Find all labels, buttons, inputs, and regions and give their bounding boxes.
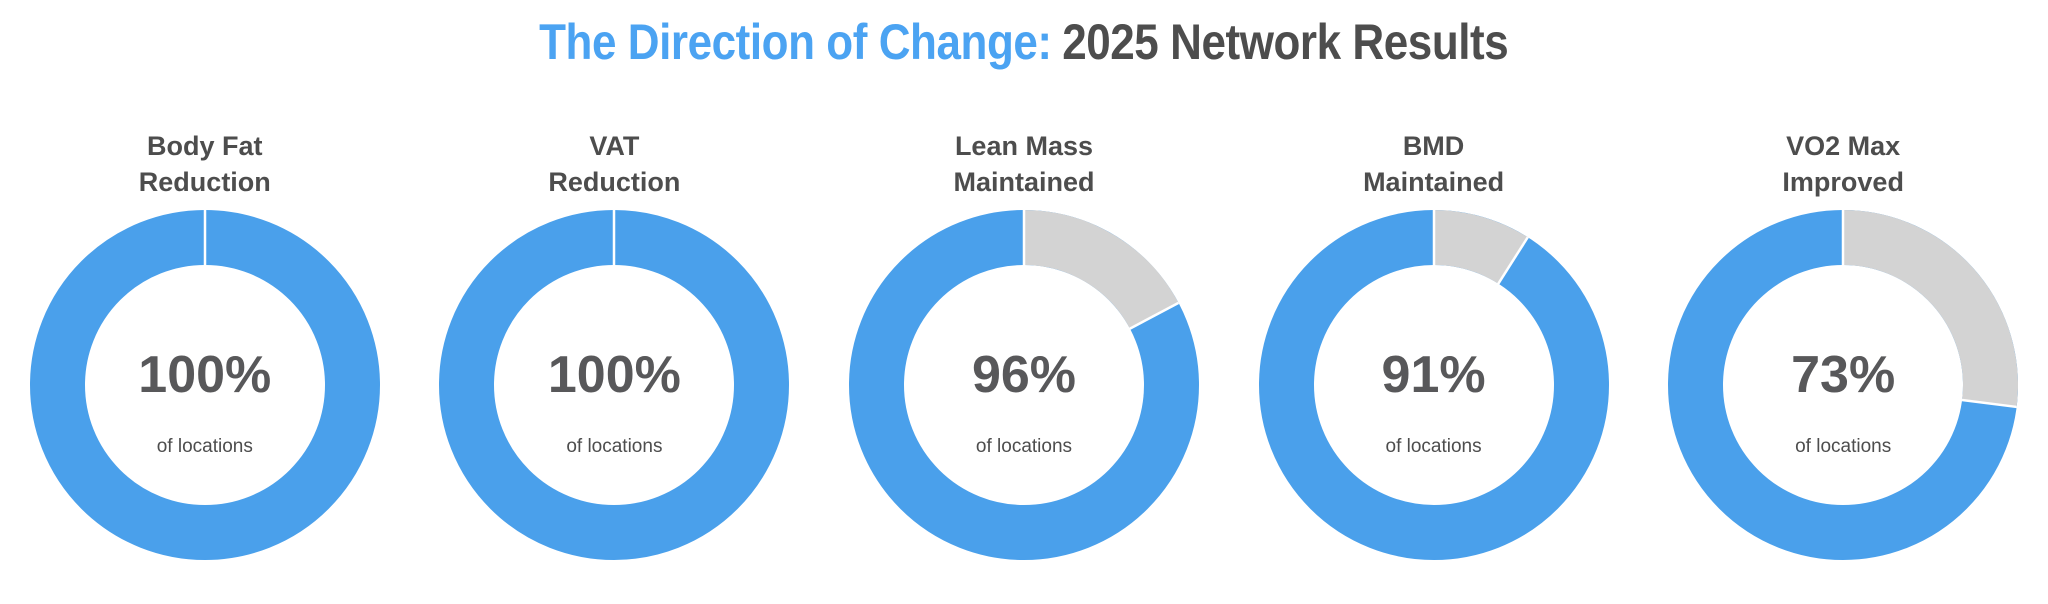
donut-label: Body Fat Reduction xyxy=(138,131,271,197)
donut-label: Lean Mass Maintained xyxy=(953,131,1095,197)
donut-label: BMD Maintained xyxy=(1363,131,1505,197)
donut-sublabel: of locations xyxy=(1795,436,1892,457)
donut-grid: Body Fat Reduction 100% of locations VAT… xyxy=(0,120,2048,560)
donut-ring-svg xyxy=(1668,210,2019,560)
donut-chart: 73% of locations xyxy=(1668,210,2019,560)
donut-chart: 100% of locations xyxy=(29,210,380,560)
donut-chart: 100% of locations xyxy=(439,210,790,560)
donut-remainder-slice xyxy=(1432,210,1528,285)
donut-sublabel: of locations xyxy=(1385,436,1482,457)
donut-card: Body Fat Reduction 100% of locations xyxy=(0,120,410,560)
donut-chart: 96% of locations xyxy=(848,210,1199,560)
donut-remainder-slice xyxy=(1023,210,1179,330)
donut-value: 73% xyxy=(1791,346,1896,404)
slice-separator-line xyxy=(1496,236,1529,286)
donut-card: BMD Maintained 91% of locations xyxy=(1229,120,1639,560)
donut-sublabel: of locations xyxy=(975,436,1073,457)
donut-sublabel: of locations xyxy=(156,436,253,457)
donut-label: VO2 Max Improved xyxy=(1782,131,1904,197)
donut-value: 91% xyxy=(1381,346,1486,404)
donut-sublabel: of locations xyxy=(566,436,663,457)
donut-label: VAT Reduction xyxy=(548,131,681,197)
donut-value: 100% xyxy=(138,346,272,404)
chart-title-highlight: The Direction of Change: xyxy=(539,14,1052,70)
donut-remainder-slice xyxy=(1842,210,2019,407)
donut-value: 100% xyxy=(547,346,681,404)
slice-separator-line xyxy=(1961,398,2017,409)
chart-title-text: The Direction of Change: 2025 Network Res… xyxy=(539,14,1510,70)
donut-chart: 91% of locations xyxy=(1258,210,1609,560)
chart-title: The Direction of Change: 2025 Network Res… xyxy=(0,14,2048,70)
slice-separator-line xyxy=(1128,301,1180,331)
donut-card: VAT Reduction 100% of locations xyxy=(410,120,820,560)
donut-card: VO2 Max Improved 73% of locations xyxy=(1638,120,2048,560)
donut-ring-svg xyxy=(29,210,380,560)
donut-value: 96% xyxy=(971,346,1077,404)
donut-ring-svg xyxy=(439,210,790,560)
donut-ring-svg xyxy=(848,210,1199,560)
chart-title-rest: 2025 Network Results xyxy=(1062,14,1510,70)
donut-ring-svg xyxy=(1258,210,1609,560)
donut-card: Lean Mass Maintained 96% of locations xyxy=(819,120,1229,560)
